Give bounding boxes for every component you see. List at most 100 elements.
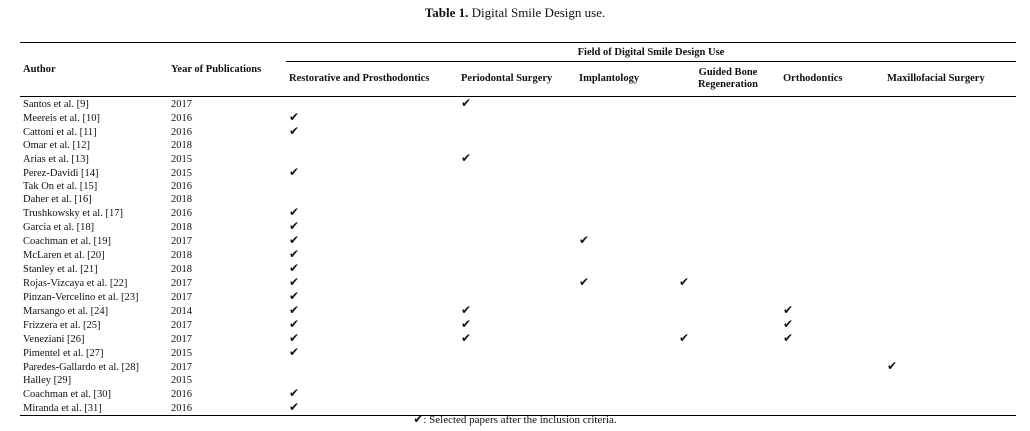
check-icon: ✔ [289,165,300,179]
check-icon: ✔ [461,331,472,345]
field-cell [780,401,884,416]
check-icon: ✔ [679,331,690,345]
field-cell [676,318,780,332]
field-cell [780,374,884,387]
field-cell [884,220,1016,234]
check-icon: ✔ [289,124,300,138]
field-cell [676,111,780,125]
author-cell: Paredes-Gallardo et al. [28] [23,361,140,373]
check-icon: ✔ [289,400,300,414]
field-cell [576,96,676,111]
year-cell: 2016 [171,388,192,400]
year-cell: 2018 [171,140,192,151]
field-cell: ✔ [458,304,576,318]
field-cell [780,360,884,374]
field-cell [576,248,676,262]
field-cell [676,220,780,234]
field-cell [458,220,576,234]
check-icon: ✔ [413,412,424,426]
author-cell: Arias et al. [13] [23,153,89,165]
field-cell [780,262,884,276]
check-icon: ✔ [679,275,690,289]
check-icon: ✔ [461,96,472,110]
check-icon: ✔ [289,289,300,303]
field-cell [884,276,1016,290]
field-cell: ✔ [286,387,458,401]
field-cell: ✔ [676,332,780,346]
field-cell [676,262,780,276]
field-cell [576,193,676,206]
author-cell: Miranda et al. [31] [20,401,168,416]
field-cell [884,290,1016,304]
field-cell [286,180,458,193]
check-icon: ✔ [783,303,794,317]
field-cell [780,125,884,139]
field-cell [780,248,884,262]
table-caption-text: Digital Smile Design use. [471,5,606,20]
field-cell: ✔ [286,262,458,276]
author-cell: Perez-Davidi [14] [23,167,99,179]
table-row: Santos et al. [9] 2017 ✔ [20,96,1016,111]
table-row: Trushkowsky et al. [17] 2016 ✔ [20,206,1016,220]
table-row: Perez-Davidi [14] 2015 ✔ [20,166,1016,180]
field-cell: ✔ [780,304,884,318]
field-cell [676,248,780,262]
field-cell: ✔ [576,234,676,248]
check-icon: ✔ [579,233,590,247]
field-cell [576,360,676,374]
check-icon: ✔ [461,317,472,331]
year-cell: 2016 [171,112,192,124]
field-cell [676,193,780,206]
check-icon: ✔ [289,331,300,345]
field-cell [286,152,458,166]
check-icon: ✔ [289,110,300,124]
field-cell: ✔ [458,332,576,346]
table-row: Veneziani [26] 2017 ✔ ✔ ✔ ✔ [20,332,1016,346]
author-cell: Pinzan-Vercelino et al. [23] [23,291,139,303]
field-cell [676,387,780,401]
author-cell: Pimentel et al. [27] [23,347,104,359]
field-cell [676,206,780,220]
check-icon: ✔ [289,219,300,233]
author-cell: Coachman et al. [19] [23,235,112,247]
field-cell [458,346,576,360]
year-cell: 2015 [171,153,192,165]
check-icon: ✔ [461,151,472,165]
table-footnote: ✔: Selected papers after the inclusion c… [0,412,1030,427]
table-row: Tak On et al. [15] 2016 [20,180,1016,193]
field-cell: ✔ [780,318,884,332]
year-cell: 2018 [171,194,192,205]
year-cell: 2014 [171,305,192,317]
author-cell: Stanley et al. [21] [23,263,98,275]
author-header: Author [20,42,168,97]
field-cell [458,234,576,248]
check-icon: ✔ [289,317,300,331]
field-cell [286,139,458,152]
field-cell [676,180,780,193]
year-cell: 2018 [171,221,192,233]
author-cell: Trushkowsky et al. [17] [23,207,123,219]
field-cell [458,139,576,152]
field-cell [884,262,1016,276]
author-cell: Coachman et al. [30] [23,388,112,400]
year-cell: 2016 [171,126,192,138]
check-icon: ✔ [461,303,472,317]
year-cell: 2016 [171,181,192,192]
field-cell [884,193,1016,206]
table-row: Paredes-Gallardo et al. [28] 2017 ✔ [20,360,1016,374]
footnote-text: : Selected papers after the inclusion cr… [423,414,617,426]
table-row: Arias et al. [13] 2015 ✔ [20,152,1016,166]
table-row: Halley [29] 2015 [20,374,1016,387]
field-cell [884,346,1016,360]
field-cell [576,166,676,180]
author-cell: Daher et al. [16] [23,194,92,205]
table-row: Garcia et al. [18] 2018 ✔ [20,220,1016,234]
field-cell [576,139,676,152]
field-header-implantology: Implantology [579,73,640,84]
table-row: Miranda et al. [31] 2016 ✔ [20,401,1016,416]
table-row: Stanley et al. [21] 2018 ✔ [20,262,1016,276]
year-cell: 2017 [171,277,192,289]
field-cell [884,318,1016,332]
field-cell [884,96,1016,111]
field-cell: ✔ [286,290,458,304]
